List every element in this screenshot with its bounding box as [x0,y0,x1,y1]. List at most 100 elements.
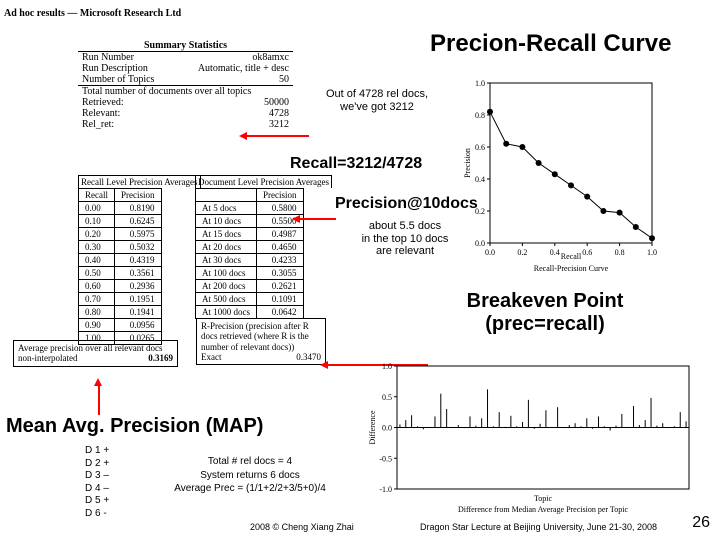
p10-detail-text: about 5.5 docs in the top 10 docs are re… [362,220,449,257]
map-heading: Mean Avg. Precision (MAP) [6,415,263,438]
summary-heading: Summary Statistics [78,40,293,52]
table-row: At 200 docs0.2621 [196,280,304,293]
table-row: At 20 docs0.4650 [196,241,304,254]
table-row: 0.200.5975 [79,228,162,241]
table-header-row: Precision [196,189,304,202]
svg-text:1.0: 1.0 [475,79,485,88]
svg-text:0.4: 0.4 [550,248,560,257]
svg-text:0.2: 0.2 [517,248,527,257]
col-head: Precision [115,189,162,202]
svg-text:0.8: 0.8 [615,248,625,257]
slide-title: Precion-Recall Curve [430,30,671,58]
svg-text:0.0: 0.0 [382,424,392,433]
rprec-label: R-Precision (precision after R docs retr… [201,321,321,352]
table-row: 0.900.0956 [79,319,162,332]
cell: 50000 [174,97,293,108]
table-row: 0.300.5032 [79,241,162,254]
p10-detail: about 5.5 docs in the top 10 docs are re… [345,220,465,258]
breakeven-label: Breakeven Point (prec=recall) [430,290,660,336]
callout-reldocs: Out of 4728 rel docs, we've got 3212 [312,88,442,113]
table-row: At 10 docs0.5500 [196,215,304,228]
table-row: Run DescriptionAutomatic, title + desc [78,63,293,74]
table-row: At 30 docs0.4233 [196,254,304,267]
table-row: Retrieved:50000 [78,97,293,108]
svg-text:Topic: Topic [534,494,553,503]
svg-text:-0.5: -0.5 [379,454,392,463]
page-number: 26 [692,514,710,532]
map-example-formula: Total # rel docs = 4 System returns 6 do… [140,455,360,496]
map-label: Average precision over all relevant docs… [18,343,163,363]
list-item: D 1 + [85,445,109,458]
svg-text:0.2: 0.2 [475,207,485,216]
cell: Run Number [78,52,174,63]
cell: Run Description [78,63,174,74]
table-row: At 15 docs0.4987 [196,228,304,241]
svg-text:Difference from Median Average: Difference from Median Average Precision… [458,505,628,514]
arrow-head-icon [320,361,328,369]
doc-level-block: Document Level Precision Averages Precis… [195,175,332,319]
table-row: Number of Topics50 [78,74,293,86]
col-head: Precision [257,189,304,202]
arrow-map [98,385,100,415]
svg-text:Recall-Precision Curve: Recall-Precision Curve [534,264,609,273]
table-row: At 500 docs0.1091 [196,293,304,306]
svg-text:Difference: Difference [368,410,377,445]
arrow-head-icon [292,215,300,223]
arrow-reldocs [247,135,309,137]
map-box: Average precision over all relevant docs… [13,340,178,367]
svg-text:1.0: 1.0 [647,248,657,257]
table-row: 0.100.6245 [79,215,162,228]
recall-level-block: Recall Level Precision Averages RecallPr… [78,175,201,345]
diff-chart: -1.0-0.50.00.51.0DifferenceTopicDifferen… [365,360,695,515]
callout-text: Out of 4728 rel docs, we've got 3212 [326,88,428,113]
cell: Retrieved: [78,97,174,108]
svg-text:0.6: 0.6 [582,248,592,257]
formula-line: Average Prec = (1/1+2/2+3/5+0)/4 [140,482,360,496]
svg-text:0.0: 0.0 [475,239,485,248]
p10-label: Precision@10docs [335,195,478,213]
svg-text:0.5: 0.5 [382,393,392,402]
col-head: Recall [79,189,115,202]
arrow-p10 [300,218,336,220]
svg-text:Recall: Recall [561,252,582,261]
svg-text:Precision: Precision [463,148,472,178]
formula-line: System returns 6 docs [140,469,360,483]
table-row: At 1000 docs0.0642 [196,306,304,319]
dlpa-table: Precision At 5 docs0.5800 At 10 docs0.55… [195,188,304,319]
rlpa-heading: Recall Level Precision Averages [78,175,201,188]
table-row: 0.400.4319 [79,254,162,267]
svg-text:-1.0: -1.0 [379,485,392,494]
table-header-row: RecallPrecision [79,189,162,202]
table-row: Total number of documents over all topic… [78,86,293,98]
table-row: 0.600.2936 [79,280,162,293]
arrow-head-icon [239,132,247,140]
rprec-box: R-Precision (precision after R docs retr… [196,318,326,365]
table-row: 0.000.8190 [79,202,162,215]
arrow-head-icon [94,378,102,386]
list-item: D 5 + [85,495,109,508]
dlpa-heading: Document Level Precision Averages [195,175,332,188]
page-header: Ad hoc results — Microsoft Research Ltd [4,8,181,19]
footer-right: Dragon Star Lecture at Beijing Universit… [420,522,657,532]
svg-text:0.6: 0.6 [475,143,485,152]
list-item: D 2 + [85,458,109,471]
cell: 4728 [174,108,293,119]
table-row: Relevant:4728 [78,108,293,119]
summary-table: Run Numberok8amxc Run DescriptionAutomat… [78,52,293,130]
footer-left: 2008 © Cheng Xiang Zhai [250,522,354,532]
list-item: D 4 – [85,483,109,496]
cell: Automatic, title + desc [174,63,293,74]
table-row: At 100 docs0.3055 [196,267,304,280]
table-row: Rel_ret:3212 [78,119,293,130]
bep-line2: (prec=recall) [430,313,660,336]
col-head [196,189,257,202]
svg-text:0.0: 0.0 [485,248,495,257]
table-row: Run Numberok8amxc [78,52,293,63]
cell: 3212 [174,119,293,130]
svg-text:0.8: 0.8 [475,111,485,120]
pr-chart: 0.00.20.40.60.81.00.00.20.40.60.81.0Reca… [460,75,660,275]
map-example-docs: D 1 + D 2 + D 3 – D 4 – D 5 + D 6 - [85,445,109,520]
table-row: 0.800.1941 [79,306,162,319]
summary-stats-block: Summary Statistics Run Numberok8amxc Run… [78,40,293,130]
table-row: 0.700.1951 [79,293,162,306]
